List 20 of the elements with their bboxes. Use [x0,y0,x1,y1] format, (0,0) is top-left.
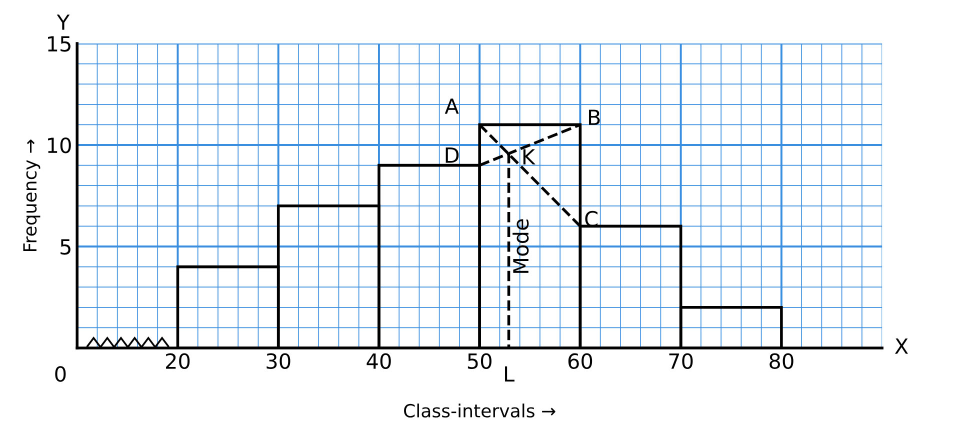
x-tick-label: 20 [166,353,190,369]
text: 0 [55,366,66,382]
text: X [894,338,908,354]
annotation: Mode [512,219,529,273]
y-tick-label: 10 [48,137,71,154]
x-tick-label: 30 [266,353,290,369]
x-tick-label: 50 [468,353,492,369]
text: Y [56,14,70,30]
annotation: D [446,148,459,163]
annotation: K [523,149,536,164]
x-tick-label: 40 [366,353,391,369]
x-tick-label: 80 [770,353,794,369]
annotation: L [505,366,514,382]
y-tick-label: 5 [60,239,70,255]
annotation: B [588,110,600,125]
y-tick-label: 15 [48,36,70,52]
x-tick-label: 60 [568,353,592,369]
y-axis-title: Frequency → [23,140,40,252]
x-axis-title: Class-intervals → [404,404,556,418]
x-tick-label: 70 [669,353,693,369]
